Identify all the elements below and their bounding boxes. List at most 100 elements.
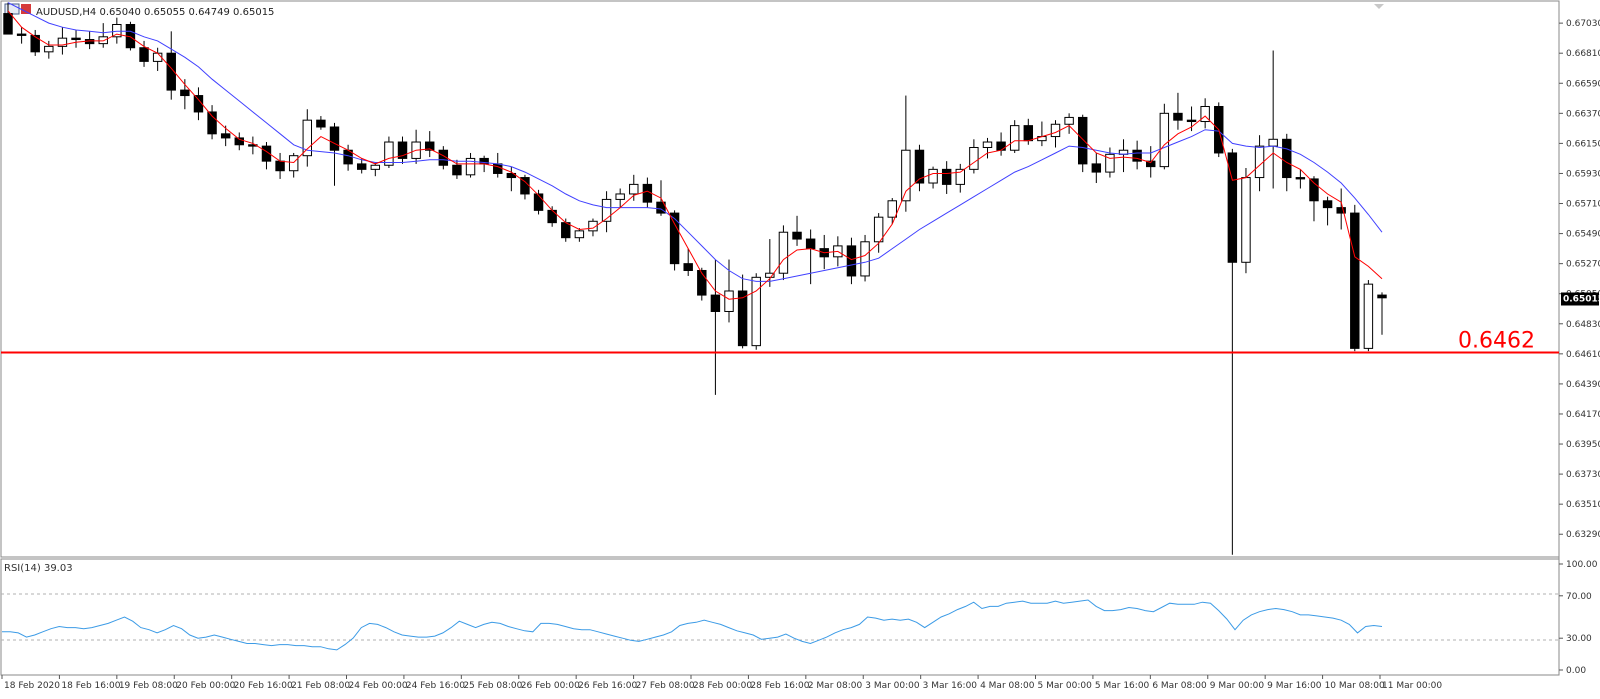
candle[interactable] — [669, 210, 680, 271]
rsi-tick-label: 100.00 — [1566, 560, 1598, 570]
candle[interactable] — [1132, 140, 1142, 170]
candle[interactable] — [1295, 169, 1306, 189]
candle[interactable] — [873, 213, 884, 253]
candle-body-bear — [356, 163, 367, 170]
candle[interactable] — [397, 136, 408, 164]
candle[interactable] — [778, 225, 789, 281]
candle-body-bull — [615, 193, 625, 200]
candle[interactable] — [941, 161, 952, 194]
candle[interactable] — [1064, 113, 1074, 134]
candle[interactable] — [139, 40, 149, 67]
candle[interactable] — [329, 122, 340, 186]
time-tick-label: 20 Feb 00:00 — [176, 681, 235, 691]
candle[interactable] — [629, 174, 639, 201]
price-tick-label: 0.63950 — [1566, 440, 1600, 450]
candle[interactable] — [792, 215, 802, 246]
candle[interactable] — [44, 40, 54, 59]
candle-body-bull — [1254, 145, 1265, 179]
candle[interactable] — [1322, 196, 1333, 226]
candle[interactable] — [288, 152, 299, 178]
candle[interactable] — [846, 237, 857, 285]
candle[interactable] — [57, 27, 68, 55]
candle[interactable] — [234, 132, 244, 151]
candle[interactable] — [1173, 92, 1183, 130]
candle[interactable] — [737, 274, 748, 349]
candle[interactable] — [1077, 114, 1088, 173]
candle[interactable] — [574, 228, 585, 242]
candle-body-bull — [887, 200, 897, 218]
candle[interactable] — [261, 142, 272, 170]
time-tick-label: 11 Mar 00:00 — [1382, 681, 1442, 691]
candle[interactable] — [1009, 120, 1020, 153]
time-tick-label: 4 Mar 08:00 — [980, 681, 1035, 691]
candle-body-bear — [3, 13, 13, 35]
candle[interactable] — [588, 218, 598, 237]
candle[interactable] — [969, 139, 979, 174]
candle[interactable] — [316, 116, 326, 130]
candle[interactable] — [1159, 103, 1170, 170]
candle[interactable] — [955, 163, 965, 193]
candle[interactable] — [601, 191, 612, 233]
candle[interactable] — [71, 29, 81, 48]
chart-window-icon[interactable] — [4, 3, 20, 15]
candle-body-bear — [1132, 149, 1142, 162]
candle[interactable] — [860, 234, 870, 282]
candle[interactable] — [193, 87, 204, 121]
price-tick-label: 0.65490 — [1566, 230, 1600, 240]
candle[interactable] — [1377, 292, 1387, 335]
candle[interactable] — [887, 198, 897, 225]
candle[interactable] — [465, 152, 476, 178]
support-level-label: 0.6462 — [1458, 328, 1535, 353]
candle[interactable] — [615, 188, 625, 208]
candle[interactable] — [302, 109, 313, 167]
candle[interactable] — [1336, 188, 1346, 230]
rsi-axis: 100.00 70.00 30.00 0.00 — [1559, 560, 1598, 676]
candle[interactable] — [112, 17, 122, 44]
candle[interactable] — [1350, 204, 1360, 352]
candle-body-bear — [166, 52, 176, 91]
fast-moving-average-line — [7, 10, 1383, 300]
candle-body-bear — [737, 290, 748, 347]
candle-body-bull — [1268, 138, 1278, 147]
price-tick-label: 0.64390 — [1566, 380, 1600, 390]
candle-body-bear — [996, 141, 1006, 151]
candle[interactable] — [928, 166, 938, 189]
candle[interactable] — [683, 248, 693, 276]
current-price-label: 0.65015 — [1563, 294, 1600, 304]
current-price-tag — [1561, 292, 1599, 306]
time-tick-label: 18 Feb 2020 — [4, 681, 60, 691]
candle-body-bear — [425, 141, 435, 151]
candle[interactable] — [370, 162, 381, 177]
candle-body-bull — [1159, 112, 1170, 168]
candle[interactable] — [1091, 152, 1102, 184]
candle[interactable] — [1309, 176, 1319, 222]
candle[interactable] — [166, 31, 176, 100]
candle-body-bull — [1363, 283, 1374, 349]
candle[interactable] — [98, 23, 108, 48]
candle[interactable] — [452, 159, 462, 179]
candle[interactable] — [1363, 280, 1374, 352]
candle[interactable] — [425, 131, 435, 158]
candle[interactable] — [982, 137, 993, 159]
candle[interactable] — [16, 27, 27, 44]
candle[interactable] — [3, 2, 13, 35]
time-tick-label: 9 Mar 00:00 — [1210, 681, 1265, 691]
moving-averages — [7, 2, 1383, 300]
candle-body-bull — [629, 183, 639, 195]
candle[interactable] — [1200, 98, 1210, 129]
candle[interactable] — [30, 29, 40, 56]
scroll-marker-icon[interactable] — [1374, 4, 1384, 9]
candle[interactable] — [1241, 167, 1251, 274]
candle[interactable] — [533, 189, 544, 215]
candle-body-bear — [1282, 138, 1292, 179]
candle[interactable] — [207, 105, 217, 140]
candle[interactable] — [356, 158, 367, 174]
candle-body-bull — [1050, 123, 1061, 138]
candle[interactable] — [751, 273, 761, 350]
candle[interactable] — [914, 144, 925, 192]
candle-body-bear — [193, 95, 204, 113]
candle[interactable] — [220, 125, 231, 147]
candle[interactable] — [710, 259, 721, 395]
price-tick-label: 0.65930 — [1566, 169, 1600, 179]
